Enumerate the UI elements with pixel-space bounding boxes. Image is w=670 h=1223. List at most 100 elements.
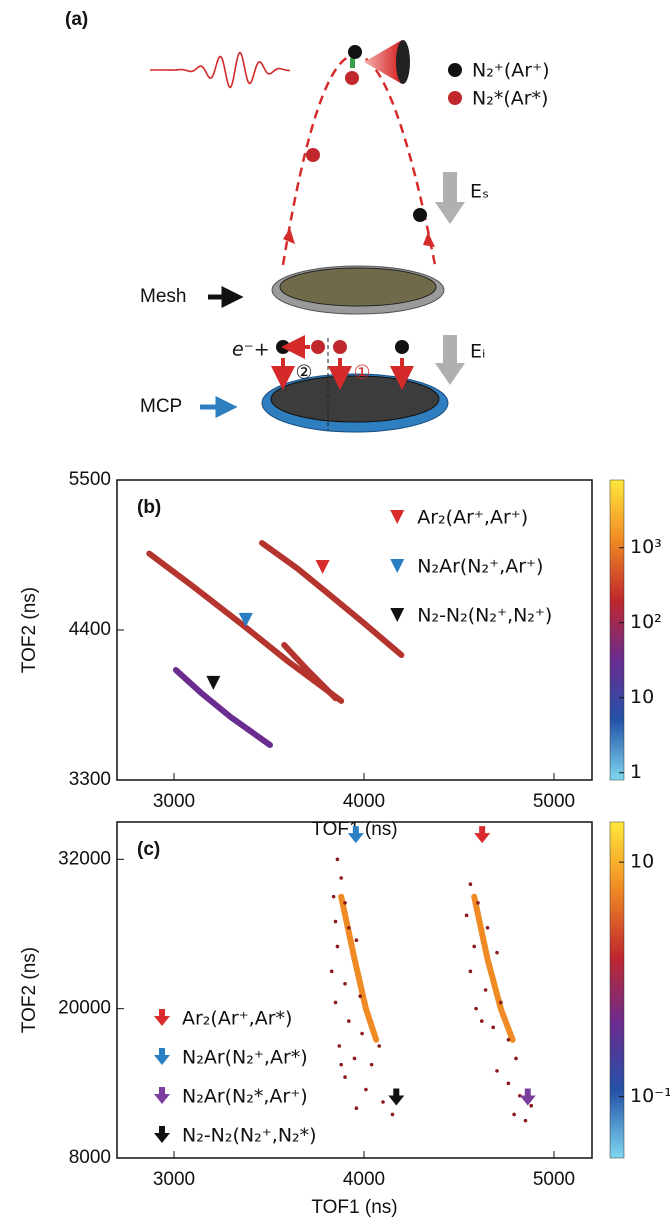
event-point xyxy=(339,876,344,880)
event-point xyxy=(464,913,469,918)
y-tick-label: 8000 xyxy=(69,1147,111,1168)
field-label: Eᵢ xyxy=(470,341,485,363)
event-point xyxy=(354,938,359,943)
mesh-label: Mesh xyxy=(140,286,186,307)
colorbar-tick-label: 10⁻¹ xyxy=(630,1085,670,1107)
molecule xyxy=(350,58,355,68)
y-tick-label: 4400 xyxy=(69,619,111,640)
event-point xyxy=(369,1062,374,1067)
event-point xyxy=(485,925,490,930)
legend-label: N₂Ar(N₂*,Ar⁺) xyxy=(182,1086,308,1108)
laser-pulse xyxy=(150,51,290,89)
event-point xyxy=(347,925,351,930)
marker xyxy=(238,612,253,627)
event-point xyxy=(360,1031,364,1036)
panel-a: (a) N₂⁺(Ar⁺) N₂*(Ar*) Eₛ Mesh Eᵢ MCP e⁻+ xyxy=(65,9,550,433)
arrowhead xyxy=(423,232,435,247)
trajectory xyxy=(281,54,437,266)
y-axis-label: TOF2 (ns) xyxy=(19,947,40,1033)
event-point xyxy=(339,1062,344,1067)
legend-label: N₂⁺(Ar⁺) xyxy=(472,60,550,82)
legend-label: N₂*(Ar*) xyxy=(472,88,548,110)
event-point xyxy=(495,1069,499,1073)
legend-label: N₂-N₂(N₂⁺,N₂⁺) xyxy=(417,605,552,627)
event-point xyxy=(333,1000,338,1005)
event-point xyxy=(352,1056,357,1061)
event-point xyxy=(354,1106,359,1111)
event-point xyxy=(364,1087,368,1092)
panel-label: (a) xyxy=(65,9,88,30)
colorbar-tick-label: 10 xyxy=(630,686,654,708)
x-tick-label: 3000 xyxy=(153,1169,195,1190)
event-point xyxy=(333,919,338,924)
event-point xyxy=(343,981,347,986)
event-point xyxy=(331,894,336,899)
ion xyxy=(413,208,427,222)
event-point xyxy=(499,1000,503,1005)
event-point xyxy=(480,1019,484,1023)
path-label: ② xyxy=(295,362,312,384)
marker xyxy=(474,826,491,844)
lens xyxy=(396,40,410,84)
ion xyxy=(395,340,409,354)
event-point xyxy=(377,1044,382,1048)
colorbar-tick-label: 10³ xyxy=(630,536,662,558)
mesh-grid xyxy=(279,267,437,307)
x-tick-label: 5000 xyxy=(533,1169,575,1190)
legend-dot xyxy=(448,91,462,105)
y-tick-label: 32000 xyxy=(58,848,111,869)
arrowhead xyxy=(283,228,295,244)
event-point xyxy=(506,1037,511,1042)
x-tick-label: 4000 xyxy=(343,1169,385,1190)
field-arrow xyxy=(435,335,465,385)
event-point xyxy=(483,988,488,992)
excited xyxy=(306,148,320,162)
event-point xyxy=(381,1100,385,1104)
event-point xyxy=(335,944,340,949)
legend-symbol xyxy=(390,608,405,622)
excited xyxy=(311,340,325,354)
legend-symbol xyxy=(154,1048,170,1065)
legend-label: Ar₂(Ar⁺,Ar*) xyxy=(182,1008,292,1030)
x-axis-label: TOF1 (ns) xyxy=(311,1197,397,1218)
streak xyxy=(471,893,516,1043)
event-point xyxy=(390,1112,395,1117)
x-tick-label: 5000 xyxy=(533,791,575,812)
event-point xyxy=(476,901,480,905)
legend-label: N₂Ar(N₂⁺,Ar*) xyxy=(182,1047,308,1069)
event-point xyxy=(337,1044,342,1048)
legend-symbol xyxy=(154,1009,170,1026)
event-point xyxy=(529,1103,533,1108)
streak xyxy=(172,667,273,748)
event-point xyxy=(523,1118,528,1123)
y-tick-label: 3300 xyxy=(69,769,111,790)
legend-label: Ar₂(Ar⁺,Ar⁺) xyxy=(417,507,528,529)
excited xyxy=(345,71,359,85)
panel-label: (c) xyxy=(137,839,160,860)
pointer xyxy=(200,395,238,419)
event-point xyxy=(474,1006,478,1011)
event-point xyxy=(358,994,363,999)
event-point xyxy=(347,1019,351,1023)
x-tick-label: 4000 xyxy=(343,791,385,812)
event-point xyxy=(468,882,473,887)
field-label: Eₛ xyxy=(470,181,489,203)
marker xyxy=(388,1088,405,1106)
panel-label: (b) xyxy=(137,497,161,518)
colorbar-tick-label: 10 xyxy=(630,851,654,873)
colorbar-tick-label: 1 xyxy=(630,761,642,783)
laser-focus xyxy=(364,40,402,84)
legend-symbol xyxy=(390,559,405,573)
pointer xyxy=(208,285,244,309)
streak xyxy=(281,642,339,702)
colorbar xyxy=(609,821,625,1159)
mcp-label: MCP xyxy=(140,396,182,417)
event-point xyxy=(512,1112,516,1117)
streak xyxy=(146,550,345,704)
marker xyxy=(347,826,364,844)
electron-label: e⁻+ xyxy=(232,339,270,361)
event-point xyxy=(491,1025,496,1030)
path-label: ① xyxy=(353,362,370,384)
